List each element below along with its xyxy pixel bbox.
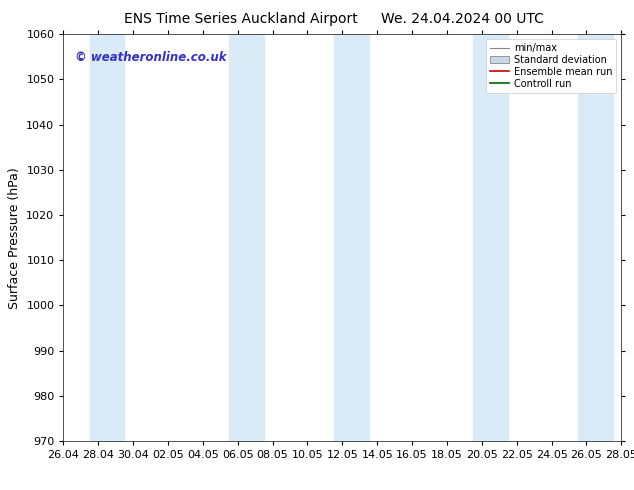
Text: ENS Time Series Auckland Airport: ENS Time Series Auckland Airport bbox=[124, 12, 358, 26]
Bar bbox=[333, 34, 368, 441]
Legend: min/max, Standard deviation, Ensemble mean run, Controll run: min/max, Standard deviation, Ensemble me… bbox=[486, 39, 616, 93]
Text: © weatheronline.co.uk: © weatheronline.co.uk bbox=[75, 50, 226, 64]
Bar bbox=[89, 34, 124, 441]
Bar bbox=[473, 34, 508, 441]
Y-axis label: Surface Pressure (hPa): Surface Pressure (hPa) bbox=[8, 167, 21, 309]
Text: We. 24.04.2024 00 UTC: We. 24.04.2024 00 UTC bbox=[382, 12, 544, 26]
Bar bbox=[229, 34, 264, 441]
Bar bbox=[578, 34, 612, 441]
